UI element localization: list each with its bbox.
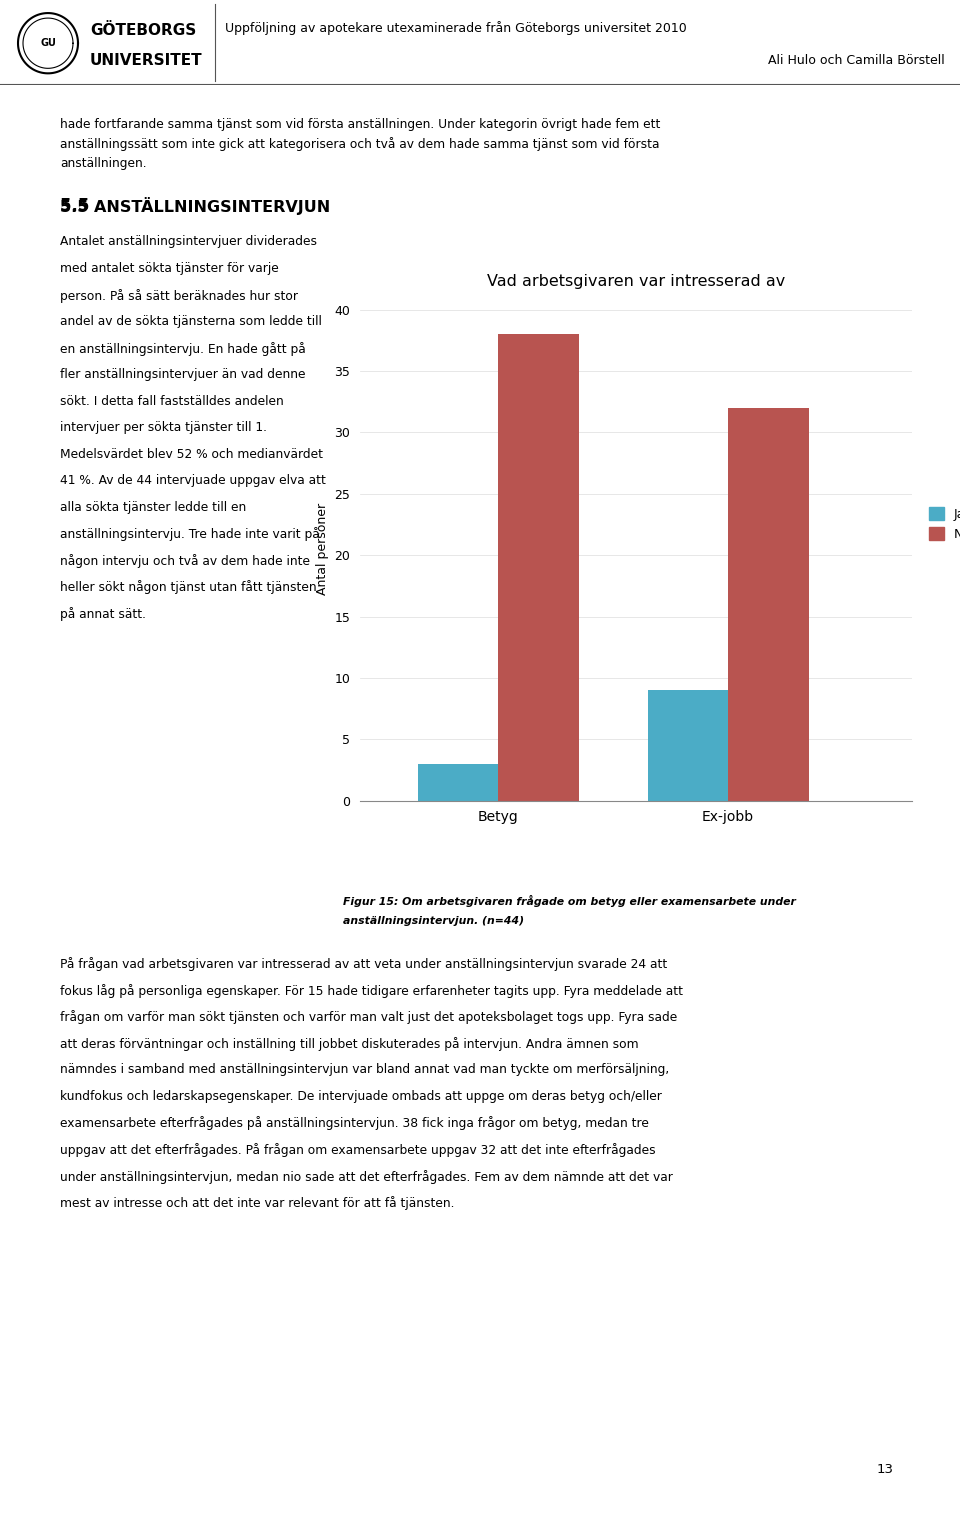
Bar	[418, 764, 498, 801]
Text: frågan om varför man sökt tjänsten och varför man valt just det apoteksbolaget t: frågan om varför man sökt tjänsten och v…	[60, 1010, 678, 1025]
Text: Ali Hulo och Camilla Börstell: Ali Hulo och Camilla Börstell	[768, 53, 945, 67]
Text: mest av intresse och att det inte var relevant för att få tjänsten.: mest av intresse och att det inte var re…	[60, 1196, 455, 1209]
Text: fokus låg på personliga egenskaper. För 15 hade tidigare erfarenheter tagits upp: fokus låg på personliga egenskaper. För …	[60, 984, 684, 997]
Text: person. På så sätt beräknades hur stor: person. På så sätt beräknades hur stor	[60, 288, 299, 302]
Text: Medelsvärdet blev 52 % och medianvärdet: Medelsvärdet blev 52 % och medianvärdet	[60, 448, 324, 461]
Text: på annat sätt.: på annat sätt.	[60, 607, 147, 621]
Bar	[728, 407, 808, 801]
Text: intervjuer per sökta tjänster till 1.: intervjuer per sökta tjänster till 1.	[60, 421, 268, 435]
Y-axis label: Antal personer: Antal personer	[316, 503, 329, 595]
Text: med antalet sökta tjänster för varje: med antalet sökta tjänster för varje	[60, 262, 279, 274]
Text: alla sökta tjänster ledde till en: alla sökta tjänster ledde till en	[60, 500, 247, 514]
Text: UNIVERSITET: UNIVERSITET	[90, 53, 203, 67]
Text: att deras förväntningar och inställning till jobbet diskuterades på intervjun. A: att deras förväntningar och inställning …	[60, 1037, 639, 1051]
Text: under anställningsintervjun, medan nio sade att det efterfrågades. Fem av dem nä: under anställningsintervjun, medan nio s…	[60, 1170, 673, 1183]
Text: 5.5 ANSTÄLLNINGSINTERVJUN: 5.5 ANSTÄLLNINGSINTERVJUN	[60, 197, 331, 215]
Text: någon intervju och två av dem hade inte: någon intervju och två av dem hade inte	[60, 554, 310, 567]
Text: fler anställningsintervjuer än vad denne: fler anställningsintervjuer än vad denne	[60, 368, 306, 381]
Text: Antalet anställningsintervjuer dividerades: Antalet anställningsintervjuer dividerad…	[60, 235, 318, 249]
Text: anställningssätt som inte gick att kategorisera och två av dem hade samma tjänst: anställningssätt som inte gick att kateg…	[60, 137, 660, 151]
Text: anställningsintervjun. (n=44): anställningsintervjun. (n=44)	[343, 915, 523, 926]
Text: sökt. I detta fall fastställdes andelen: sökt. I detta fall fastställdes andelen	[60, 395, 284, 407]
Text: hade fortfarande samma tjänst som vid första anställningen. Under kategorin övri: hade fortfarande samma tjänst som vid fö…	[60, 117, 660, 131]
Text: 5.5  A: 5.5 A	[60, 197, 114, 215]
Text: På frågan vad arbetsgivaren var intresserad av att veta under anställningsinterv: På frågan vad arbetsgivaren var intresse…	[60, 958, 668, 971]
Bar	[498, 334, 579, 801]
Text: Uppföljning av apotekare utexaminerade från Göteborgs universitet 2010: Uppföljning av apotekare utexaminerade f…	[225, 21, 686, 35]
Title: Vad arbetsgivaren var intresserad av: Vad arbetsgivaren var intresserad av	[487, 274, 785, 290]
Text: anställningen.: anställningen.	[60, 157, 147, 169]
Text: 5.5: 5.5	[60, 197, 96, 215]
Text: anställningsintervju. Tre hade inte varit på: anställningsintervju. Tre hade inte vari…	[60, 528, 321, 541]
Text: 13: 13	[877, 1462, 894, 1476]
Text: heller sökt någon tjänst utan fått tjänsten: heller sökt någon tjänst utan fått tjäns…	[60, 581, 317, 595]
Text: GU: GU	[40, 38, 56, 49]
Text: examensarbete efterfrågades på anställningsintervjun. 38 fick inga frågor om bet: examensarbete efterfrågades på anställni…	[60, 1116, 649, 1130]
Text: GÖTEBORGS: GÖTEBORGS	[90, 23, 196, 38]
Text: kundfokus och ledarskapsegenskaper. De intervjuade ombads att uppge om deras bet: kundfokus och ledarskapsegenskaper. De i…	[60, 1090, 662, 1103]
Legend: Ja, Nej: Ja, Nej	[924, 502, 960, 546]
Text: nämndes i samband med anställningsintervjun var bland annat vad man tyckte om me: nämndes i samband med anställningsinterv…	[60, 1063, 670, 1077]
Text: uppgav att det efterfrågades. På frågan om examensarbete uppgav 32 att det inte : uppgav att det efterfrågades. På frågan …	[60, 1144, 656, 1157]
Text: Figur 15: Om arbetsgivaren frågade om betyg eller examensarbete under: Figur 15: Om arbetsgivaren frågade om be…	[343, 895, 796, 906]
Text: en anställningsintervju. En hade gått på: en anställningsintervju. En hade gått på	[60, 342, 306, 355]
Text: andel av de sökta tjänsterna som ledde till: andel av de sökta tjänsterna som ledde t…	[60, 316, 323, 328]
Bar	[647, 691, 728, 801]
Text: 41 %. Av de 44 intervjuade uppgav elva att: 41 %. Av de 44 intervjuade uppgav elva a…	[60, 474, 326, 488]
